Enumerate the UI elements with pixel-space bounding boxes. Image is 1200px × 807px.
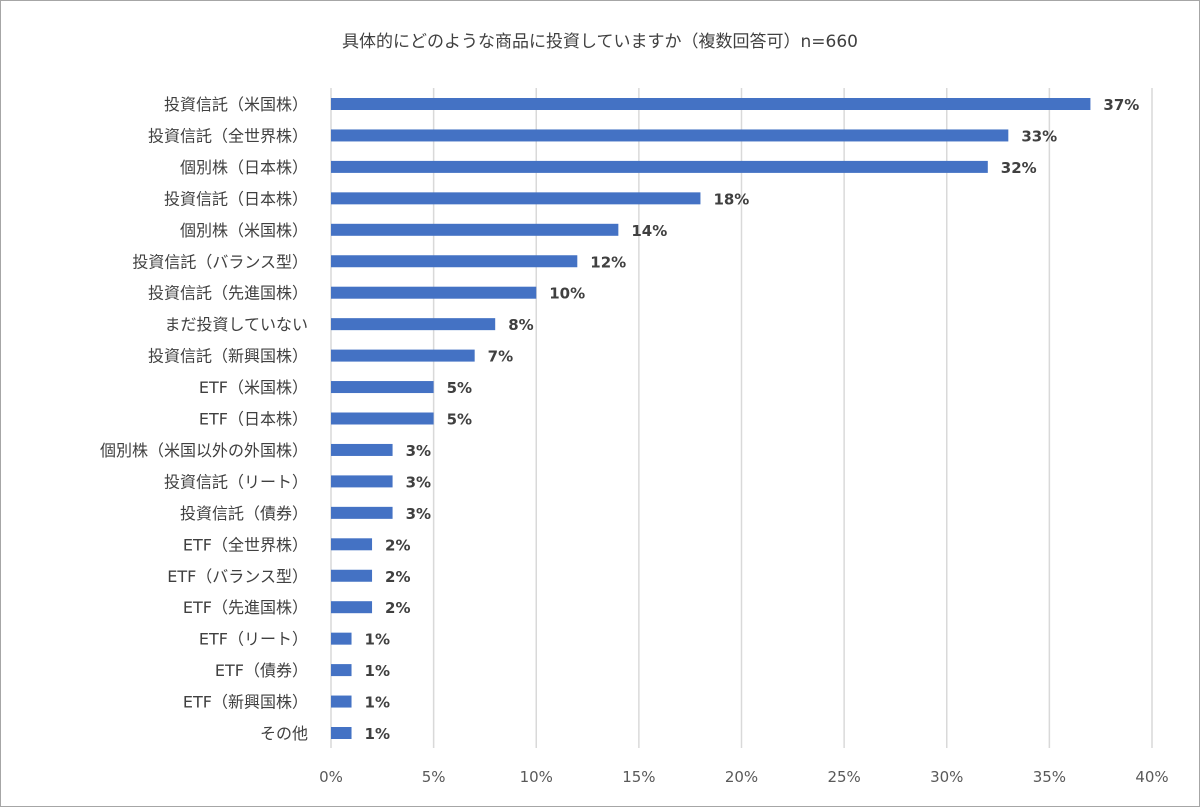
- value-label: 7%: [488, 348, 513, 366]
- value-label: 1%: [365, 694, 390, 712]
- bar: [331, 569, 373, 582]
- bar: [331, 727, 352, 739]
- category-label: 投資信託（債券）: [180, 504, 308, 523]
- category-label: 投資信託（バランス型）: [132, 252, 308, 271]
- x-tick-label: 0%: [319, 768, 343, 786]
- value-label: 5%: [447, 411, 472, 429]
- bar: [331, 381, 434, 394]
- value-label: 37%: [1103, 96, 1139, 114]
- bar: [331, 601, 373, 614]
- category-label: 投資信託（米国株）: [164, 95, 308, 114]
- category-label: その他: [260, 724, 308, 743]
- x-tick-label: 40%: [1135, 768, 1168, 786]
- x-tick-label: 25%: [827, 768, 860, 786]
- bar: [331, 695, 352, 708]
- value-label: 1%: [365, 662, 390, 680]
- value-label: 2%: [385, 536, 410, 554]
- bar: [331, 223, 619, 236]
- bar: [331, 506, 393, 519]
- category-label: ETF（日本株）: [199, 410, 308, 429]
- value-label: 14%: [631, 222, 667, 240]
- bar: [331, 192, 701, 205]
- bar: [331, 286, 537, 299]
- x-tick-label: 5%: [422, 768, 446, 786]
- value-label: 33%: [1021, 127, 1057, 145]
- bar: [331, 160, 988, 173]
- value-label: 12%: [590, 253, 626, 271]
- category-label: ETF（リート）: [199, 630, 308, 649]
- value-label: 32%: [1001, 159, 1037, 177]
- category-label: ETF（新興国株）: [183, 693, 308, 712]
- x-tick-label: 15%: [622, 768, 655, 786]
- category-label: 投資信託（日本株）: [164, 189, 308, 208]
- category-label: 投資信託（リート）: [164, 472, 308, 491]
- bar: [331, 349, 475, 362]
- bar: [331, 129, 1009, 142]
- value-label: 3%: [406, 473, 431, 491]
- value-label: 2%: [385, 568, 410, 586]
- bar: [331, 632, 352, 645]
- category-label: 個別株（米国株）: [180, 221, 308, 240]
- x-tick-label: 20%: [725, 768, 758, 786]
- category-label: まだ投資していない: [164, 315, 308, 334]
- category-label: 投資信託（全世界株）: [148, 126, 308, 145]
- bar: [331, 98, 1091, 110]
- value-label: 2%: [385, 599, 410, 617]
- bar: [331, 664, 352, 677]
- value-label: 5%: [447, 379, 472, 397]
- category-label: ETF（バランス型）: [167, 567, 308, 586]
- value-label: 8%: [508, 316, 533, 334]
- category-labels: 投資信託（米国株） 投資信託（全世界株） 個別株（日本株） 投資信託（日本株） 個別株（…: [100, 95, 308, 743]
- x-tick-label: 35%: [1033, 768, 1066, 786]
- category-label: ETF（米国株）: [199, 378, 308, 397]
- value-label: 18%: [713, 190, 749, 208]
- value-label: 1%: [365, 725, 390, 743]
- bar: [331, 443, 393, 456]
- x-tick-label: 30%: [930, 768, 963, 786]
- bar: [331, 538, 373, 551]
- value-labels: 37% 33% 32% 18% 14% 12% 10% 8% 7% 5% 5% 3% 3% 3% 2% 2% 2…: [365, 96, 1140, 743]
- value-label: 1%: [365, 631, 390, 649]
- category-label: ETF（債券）: [215, 661, 308, 680]
- x-tick-label: 10%: [520, 768, 553, 786]
- bar: [331, 318, 496, 331]
- value-label: 10%: [549, 285, 585, 303]
- x-axis-tick-labels: 0% 5% 10% 15% 20% 25% 30% 35% 40%: [319, 768, 1169, 786]
- bar: [331, 475, 393, 488]
- bar: [331, 412, 434, 425]
- bar: [331, 255, 578, 268]
- chart-title: 具体的にどのような商品に投資していますか（複数回答可）n=660: [342, 32, 858, 52]
- category-label: 投資信託（先進国株）: [148, 284, 308, 303]
- category-label: ETF（先進国株）: [183, 598, 308, 617]
- category-label: ETF（全世界株）: [183, 535, 308, 554]
- gridlines: [330, 88, 1153, 748]
- bars: [331, 98, 1091, 739]
- category-label: 投資信託（新興国株）: [148, 347, 308, 366]
- category-label: 個別株（米国以外の外国株）: [100, 441, 308, 460]
- value-label: 3%: [406, 505, 431, 523]
- value-label: 3%: [406, 442, 431, 460]
- category-label: 個別株（日本株）: [180, 158, 308, 177]
